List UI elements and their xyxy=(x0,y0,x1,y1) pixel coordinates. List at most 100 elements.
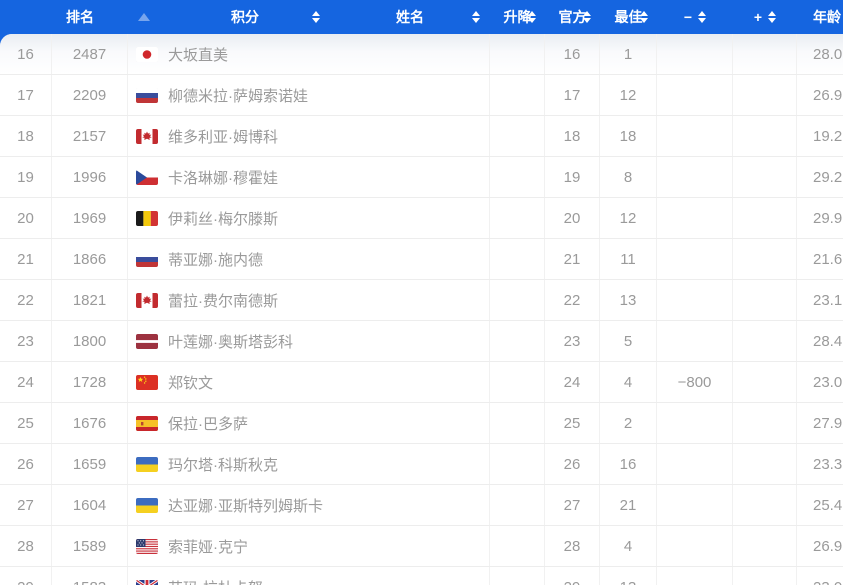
change-cell xyxy=(490,239,545,279)
table-row[interactable]: 27 1604 达亚娜·亚斯特列姆斯卡 27 21 25.4 xyxy=(0,485,843,526)
name-cell: 达亚娜·亚斯特列姆斯卡 xyxy=(128,485,490,525)
col-label-age: 年龄 xyxy=(813,9,841,25)
change-cell xyxy=(490,75,545,115)
points-cell: 2487 xyxy=(52,34,128,74)
table-row[interactable]: 17 2209 柳德米拉·萨姆索诺娃 17 12 26.9 xyxy=(0,75,843,116)
player-name: 郑钦文 xyxy=(168,374,214,392)
col-header-minus[interactable]: − xyxy=(657,0,733,34)
flag-ca-icon xyxy=(136,128,158,144)
minus-cell xyxy=(657,444,733,484)
table-row[interactable]: 20 1969 伊莉丝·梅尔滕斯 20 12 29.9 xyxy=(0,198,843,239)
age-cell: 28.4 xyxy=(813,332,843,350)
official-cell: 28 xyxy=(545,526,600,566)
plus-cell xyxy=(733,280,797,320)
col-header-official[interactable]: 官方 xyxy=(545,0,600,34)
sort-icon xyxy=(528,11,536,23)
plus-cell xyxy=(733,362,797,402)
change-cell xyxy=(490,116,545,156)
player-name: 维多利亚·姆博科 xyxy=(168,128,278,146)
rank-cell: 24 xyxy=(0,362,52,402)
flag-cz-icon xyxy=(136,169,158,185)
flag-jp-icon xyxy=(136,46,158,62)
official-cell: 17 xyxy=(545,75,600,115)
best-cell: 13 xyxy=(600,567,657,585)
col-label-rank: 排名 xyxy=(66,9,94,25)
points-cell: 1604 xyxy=(52,485,128,525)
col-header-points[interactable]: 积分 xyxy=(160,0,330,34)
official-cell: 25 xyxy=(545,403,600,443)
points-cell: 1589 xyxy=(52,526,128,566)
sort-asc-icon xyxy=(138,13,150,21)
best-cell: 11 xyxy=(600,239,657,279)
table-row[interactable]: 24 1728 郑钦文 24 4 −800 23.0 xyxy=(0,362,843,403)
flag-ru-icon xyxy=(136,87,158,103)
table-row[interactable]: 28 1589 索菲娅·克宁 28 4 26.9 xyxy=(0,526,843,567)
minus-cell xyxy=(657,485,733,525)
col-header-change[interactable]: 升降 xyxy=(490,0,545,34)
rank-cell: 25 xyxy=(0,403,52,443)
table-row[interactable]: 18 2157 维多利亚·姆博科 18 18 19.2 xyxy=(0,116,843,157)
table-row[interactable]: 25 1676 保拉·巴多萨 25 2 27.9 xyxy=(0,403,843,444)
col-header-plus[interactable]: + xyxy=(733,0,797,34)
rank-cell: 18 xyxy=(0,116,52,156)
rank-cell: 20 xyxy=(0,198,52,238)
change-cell xyxy=(490,567,545,585)
age-cell: 25.4 xyxy=(813,496,843,514)
minus-cell xyxy=(657,75,733,115)
best-cell: 21 xyxy=(600,485,657,525)
age-cell: 29.9 xyxy=(813,209,843,227)
change-cell xyxy=(490,444,545,484)
table-row[interactable]: 16 2487 大坂直美 16 1 28.0 xyxy=(0,34,843,75)
name-cell: 蕾拉·费尔南德斯 xyxy=(128,280,490,320)
minus-cell xyxy=(657,198,733,238)
points-cell: 1866 xyxy=(52,239,128,279)
best-cell: 2 xyxy=(600,403,657,443)
best-cell: 8 xyxy=(600,157,657,197)
col-header-name[interactable]: 姓名 xyxy=(330,0,490,34)
age-cell: 26.9 xyxy=(813,537,843,555)
minus-cell xyxy=(657,567,733,585)
minus-cell xyxy=(657,157,733,197)
age-cell: 23.1 xyxy=(813,291,843,309)
table-row[interactable]: 21 1866 蒂亚娜·施内德 21 11 21.6 xyxy=(0,239,843,280)
col-header-rank[interactable]: 排名 xyxy=(0,0,160,34)
best-cell: 1 xyxy=(600,34,657,74)
table-row[interactable]: 29 1583 艾玛·拉杜卡努 29 13 23.0 xyxy=(0,567,843,585)
table-row[interactable]: 22 1821 蕾拉·费尔南德斯 22 13 23.1 xyxy=(0,280,843,321)
table-row[interactable]: 23 1800 叶莲娜·奥斯塔彭科 23 5 28.4 xyxy=(0,321,843,362)
col-header-best[interactable]: 最佳 xyxy=(600,0,657,34)
change-cell xyxy=(490,485,545,525)
player-name: 蕾拉·费尔南德斯 xyxy=(168,292,278,310)
plus-cell xyxy=(733,34,797,74)
plus-cell xyxy=(733,75,797,115)
col-label-change: 升降 xyxy=(503,9,532,25)
col-label-points: 积分 xyxy=(231,9,259,25)
col-header-age[interactable]: 年龄 xyxy=(797,0,843,34)
change-cell xyxy=(490,157,545,197)
points-cell: 1996 xyxy=(52,157,128,197)
age-cell: 21.6 xyxy=(813,250,843,268)
change-cell xyxy=(490,362,545,402)
official-cell: 21 xyxy=(545,239,600,279)
player-name: 大坂直美 xyxy=(168,46,229,64)
official-cell: 22 xyxy=(545,280,600,320)
change-cell xyxy=(490,321,545,361)
points-cell: 1800 xyxy=(52,321,128,361)
minus-cell xyxy=(657,34,733,74)
table-row[interactable]: 26 1659 玛尔塔·科斯秋克 26 16 23.3 xyxy=(0,444,843,485)
flag-lv-icon xyxy=(136,333,158,349)
flag-es-icon xyxy=(136,415,158,431)
player-name: 卡洛琳娜·穆霍娃 xyxy=(168,169,278,187)
rank-cell: 17 xyxy=(0,75,52,115)
table-row[interactable]: 19 1996 卡洛琳娜·穆霍娃 19 8 29.2 xyxy=(0,157,843,198)
change-cell xyxy=(490,403,545,443)
minus-cell xyxy=(657,239,733,279)
name-cell: 大坂直美 xyxy=(128,34,490,74)
flag-ru-icon xyxy=(136,251,158,267)
best-cell: 13 xyxy=(600,280,657,320)
minus-cell xyxy=(657,403,733,443)
best-cell: 4 xyxy=(600,362,657,402)
flag-us-icon xyxy=(136,538,158,554)
plus-cell xyxy=(733,567,797,585)
rank-cell: 27 xyxy=(0,485,52,525)
